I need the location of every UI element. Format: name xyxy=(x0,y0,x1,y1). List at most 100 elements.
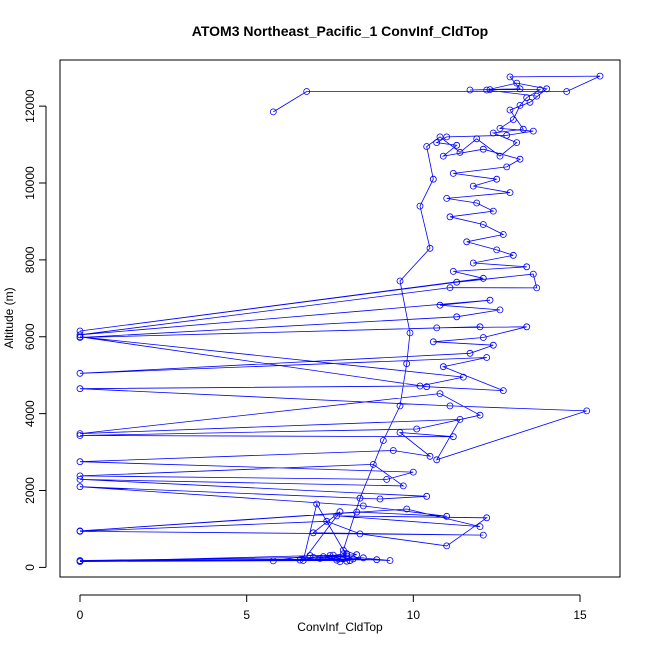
data-point xyxy=(76,557,84,564)
data-point xyxy=(336,558,344,565)
y-tick-label: 8000 xyxy=(23,246,37,273)
data-point xyxy=(486,86,494,93)
data-point xyxy=(316,555,324,562)
data-point xyxy=(383,475,391,483)
y-axis-label: Altitude (m) xyxy=(2,287,16,348)
data-point xyxy=(429,175,437,183)
data-point xyxy=(343,550,351,557)
series-line xyxy=(79,75,601,563)
data-point xyxy=(509,251,517,259)
data-point xyxy=(423,383,431,391)
data-point xyxy=(396,429,404,436)
data-point xyxy=(296,556,304,564)
data-point xyxy=(479,274,487,282)
data-point xyxy=(423,143,431,150)
data-point xyxy=(443,512,451,520)
data-point xyxy=(563,88,571,95)
y-tick-label: 4000 xyxy=(23,400,37,427)
data-point xyxy=(513,79,521,87)
x-tick-label: 5 xyxy=(243,608,250,622)
data-point xyxy=(379,437,387,444)
data-point xyxy=(506,73,514,81)
data-point xyxy=(443,133,451,141)
y-tick-label: 0 xyxy=(23,564,37,571)
data-point xyxy=(346,557,354,564)
data-point xyxy=(489,129,497,137)
data-point xyxy=(409,468,417,476)
data-point xyxy=(309,529,317,537)
data-point xyxy=(436,390,444,398)
data-point xyxy=(479,334,487,341)
data-point xyxy=(369,460,377,468)
x-tick-label: 0 xyxy=(77,608,84,622)
data-point xyxy=(503,163,511,171)
data-point xyxy=(326,552,334,559)
data-point xyxy=(359,554,367,562)
data-point xyxy=(359,502,367,510)
data-point xyxy=(386,557,394,564)
data-point xyxy=(76,475,84,483)
data-point xyxy=(453,278,461,286)
data-point xyxy=(439,363,447,371)
data-point xyxy=(333,556,341,564)
data-point xyxy=(479,531,487,539)
data-point xyxy=(493,246,501,254)
data-point xyxy=(446,213,454,221)
data-point xyxy=(76,331,84,339)
data-point xyxy=(506,106,514,114)
data-point xyxy=(403,360,411,368)
data-point xyxy=(446,284,454,292)
data-point xyxy=(433,324,441,332)
y-tick-label: 12000 xyxy=(23,89,37,123)
data-point xyxy=(306,552,314,559)
data-point xyxy=(426,452,434,460)
data-point xyxy=(423,492,431,500)
data-point xyxy=(596,72,604,80)
data-point xyxy=(529,270,537,278)
y-tick-label: 2000 xyxy=(23,477,37,504)
data-point xyxy=(453,313,461,321)
data-point xyxy=(463,238,471,246)
data-point xyxy=(509,116,517,123)
data-point xyxy=(529,127,537,135)
data-point xyxy=(333,512,341,520)
data-point xyxy=(399,482,407,490)
data-point xyxy=(536,86,544,93)
data-point xyxy=(523,323,531,331)
data-point xyxy=(499,387,507,395)
data-point xyxy=(406,329,414,337)
plot-frame xyxy=(59,59,621,578)
data-point xyxy=(76,369,84,377)
data-point xyxy=(76,472,84,480)
data-point xyxy=(76,385,84,393)
data-point xyxy=(76,458,84,466)
data-point xyxy=(476,323,484,331)
data-point xyxy=(339,550,347,558)
data-point xyxy=(319,553,327,560)
data-point xyxy=(466,86,474,94)
data-point xyxy=(343,557,351,565)
data-point xyxy=(433,139,441,147)
data-point xyxy=(583,407,591,415)
data-point xyxy=(473,199,481,207)
data-point xyxy=(456,415,464,423)
x-axis-label: ConvInf_CldTop xyxy=(297,620,383,634)
data-point xyxy=(449,169,457,177)
data-point xyxy=(499,231,507,238)
data-point xyxy=(443,542,451,550)
data-point xyxy=(309,554,317,561)
data-point xyxy=(483,354,491,361)
data-point xyxy=(76,527,84,535)
x-tick-label: 10 xyxy=(407,608,421,622)
data-point xyxy=(433,456,441,464)
data-point xyxy=(449,267,457,275)
data-point xyxy=(376,495,384,503)
series-layer xyxy=(76,72,604,565)
data-point xyxy=(489,207,497,215)
data-point xyxy=(523,263,531,271)
data-point xyxy=(459,373,467,381)
y-tick-label: 6000 xyxy=(23,323,37,350)
data-point xyxy=(469,259,477,267)
data-point xyxy=(313,500,321,508)
data-point xyxy=(329,551,337,559)
